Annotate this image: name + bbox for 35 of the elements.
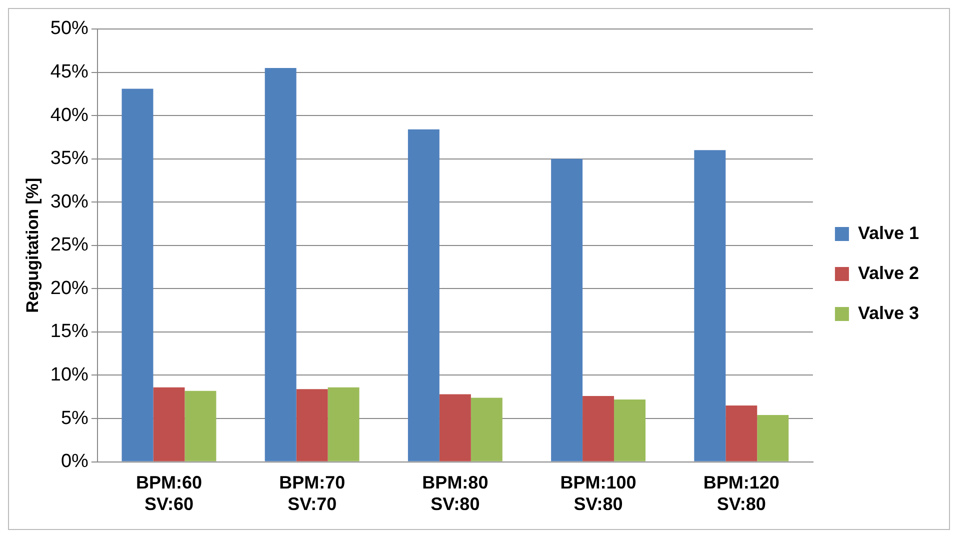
bar xyxy=(264,68,296,462)
y-tick-label: 5% xyxy=(60,408,89,429)
bar xyxy=(184,390,216,462)
x-tick-label: BPM:80 SV:80 xyxy=(422,472,488,514)
bar xyxy=(153,387,185,462)
legend-label: Valve 2 xyxy=(858,262,920,283)
bar xyxy=(470,398,502,462)
bar xyxy=(122,88,154,462)
y-tick-label: 25% xyxy=(50,234,89,256)
bar xyxy=(694,150,726,462)
bar xyxy=(439,394,471,462)
bar xyxy=(408,129,440,462)
bar xyxy=(614,399,646,462)
bar xyxy=(726,406,758,462)
legend-label: Valve 3 xyxy=(858,302,920,323)
y-tick-label: 20% xyxy=(50,278,89,299)
y-tick-label: 10% xyxy=(50,364,89,386)
x-tick-label: BPM:100 SV:80 xyxy=(560,472,636,514)
bar xyxy=(582,396,614,462)
y-tick-label: 0% xyxy=(60,451,89,472)
bar xyxy=(296,389,328,462)
legend-label: Valve 1 xyxy=(858,222,920,243)
x-tick-label: BPM:120 SV:80 xyxy=(703,472,780,514)
bar xyxy=(551,158,583,462)
y-tick-label: 50% xyxy=(50,18,89,40)
y-axis-title: Regugitation [%] xyxy=(22,178,42,313)
bar xyxy=(328,387,360,462)
x-tick-label: BPM:70 SV:70 xyxy=(279,472,346,514)
y-tick-label: 30% xyxy=(50,191,89,212)
y-tick-label: 40% xyxy=(50,104,89,126)
y-tick-label: 15% xyxy=(50,321,89,342)
x-tick-label: BPM:60 SV:60 xyxy=(136,472,202,514)
bar xyxy=(757,415,789,462)
y-tick-label: 35% xyxy=(50,148,89,170)
y-tick-label: 45% xyxy=(50,62,89,83)
